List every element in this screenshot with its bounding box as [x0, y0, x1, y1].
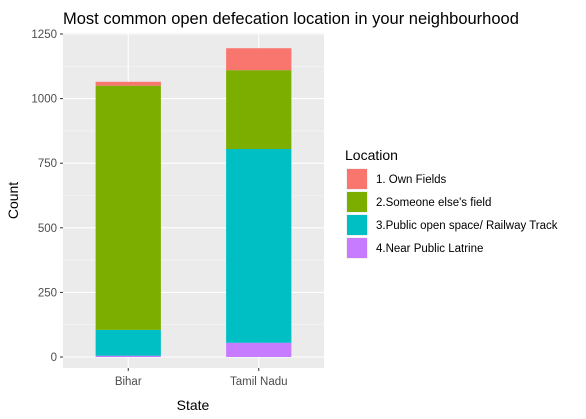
legend-swatch: [347, 169, 367, 189]
x-axis: Bihar Tamil Nadu: [115, 368, 288, 388]
y-tick-label: 1250: [31, 29, 57, 41]
bar-segment: [226, 48, 292, 71]
y-tick-label: 1000: [31, 94, 57, 106]
y-tick-label: 250: [38, 287, 57, 299]
x-tick-label: Tamil Nadu: [230, 376, 288, 388]
bar-segment: [95, 81, 161, 86]
legend: Location 1. Own Fields 2.Someone else's f…: [345, 147, 558, 259]
bar-segment: [95, 329, 161, 356]
legend-swatch: [347, 215, 367, 235]
legend-label: 3.Public open space/ Railway Track: [376, 220, 558, 232]
y-tick-label: 0: [51, 352, 57, 364]
y-tick-label: 750: [38, 158, 57, 170]
legend-label: 1. Own Fields: [376, 174, 447, 186]
y-axis: 0 250 500 750 1000 1250: [31, 29, 63, 364]
bar-segment: [95, 85, 161, 330]
legend-swatch: [347, 192, 367, 212]
bar-segment: [226, 342, 292, 357]
legend-swatch: [347, 238, 367, 258]
legend-label: 2.Someone else's field: [376, 197, 491, 209]
y-tick-label: 500: [38, 223, 57, 235]
bars: [95, 48, 292, 357]
bar-segment: [226, 70, 292, 149]
bar-segment: [95, 355, 161, 357]
legend-title: Location: [345, 147, 398, 163]
legend-label: 4.Near Public Latrine: [376, 243, 483, 255]
x-tick-label: Bihar: [115, 376, 142, 388]
x-axis-title: State: [177, 397, 210, 413]
bar-segment: [226, 148, 292, 343]
y-axis-title: Count: [5, 182, 21, 219]
chart-title: Most common open defecation location in …: [63, 10, 519, 28]
